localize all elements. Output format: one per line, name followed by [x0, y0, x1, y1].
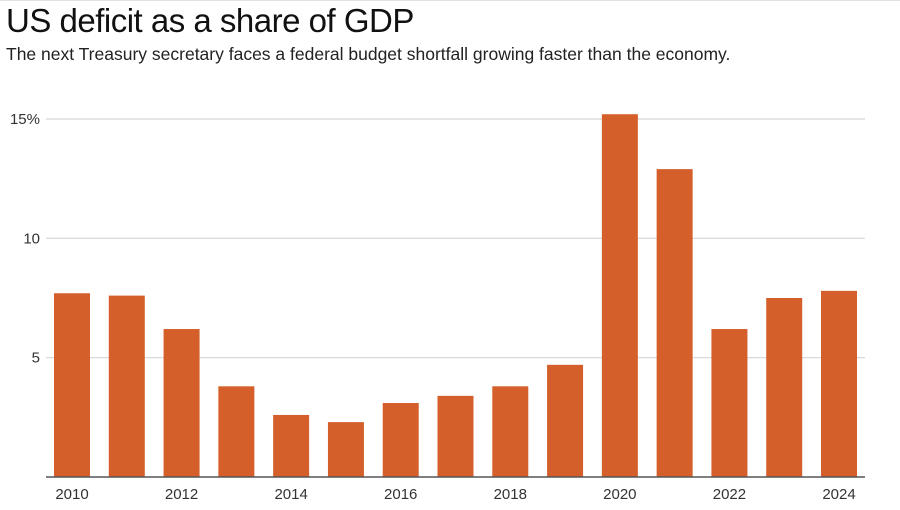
- bar-2014: [273, 414, 310, 477]
- y-tick-label: 10: [23, 230, 40, 247]
- bar-2022: [711, 329, 748, 477]
- y-tick-label: 5: [32, 350, 40, 367]
- x-tick-label: 2012: [165, 486, 198, 503]
- chart-title: US deficit as a share of GDP: [6, 2, 414, 39]
- top-border: [0, 0, 900, 1]
- bar-2016: [382, 403, 419, 477]
- x-tick-label: 2020: [603, 486, 636, 503]
- bar-2017: [437, 395, 474, 477]
- x-tick-label: 2018: [494, 486, 527, 503]
- bars: [54, 114, 857, 477]
- bar-2013: [218, 386, 255, 477]
- bar-2019: [547, 364, 584, 477]
- bar-2010: [54, 293, 90, 477]
- x-tick-label: 2010: [55, 486, 88, 503]
- bar-2023: [766, 298, 803, 477]
- bar-2011: [108, 295, 145, 477]
- x-axis-ticks: 2010 2012 2014 2016 2018 2020 2022 2024: [55, 486, 855, 503]
- x-tick-label: 2016: [384, 486, 417, 503]
- bar-2012: [163, 329, 200, 477]
- x-tick-label: 2022: [713, 486, 746, 503]
- chart-subtitle: The next Treasury secretary faces a fede…: [6, 44, 731, 64]
- y-tick-label: 15%: [10, 111, 40, 128]
- bar-2021: [656, 169, 693, 477]
- gridlines: [46, 118, 865, 359]
- x-tick-label: 2014: [274, 486, 307, 503]
- bar-2018: [492, 386, 529, 477]
- y-axis-ticks: 5 10 15%: [10, 111, 40, 367]
- bar-2024: [821, 290, 857, 477]
- bar-2015: [327, 422, 364, 477]
- x-tick-label: 2024: [822, 486, 855, 503]
- bar-2020: [601, 114, 638, 477]
